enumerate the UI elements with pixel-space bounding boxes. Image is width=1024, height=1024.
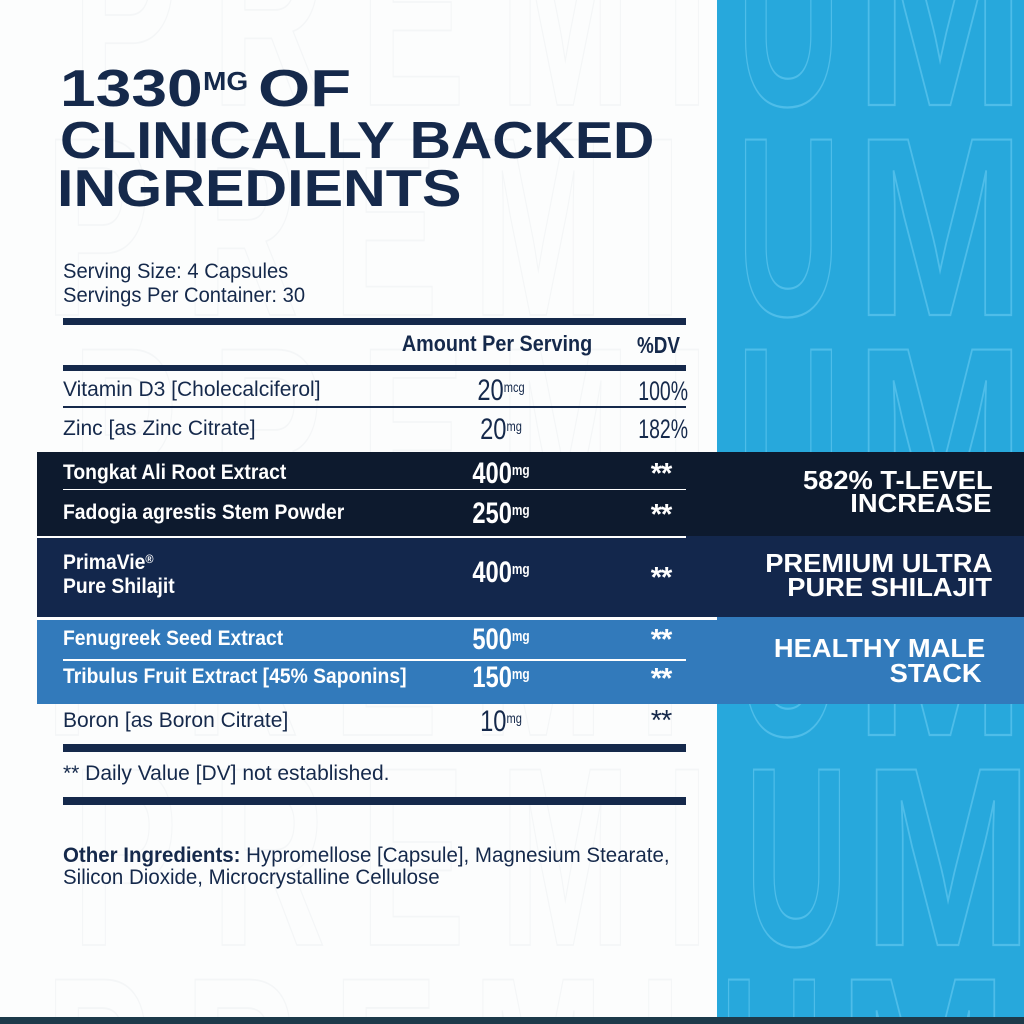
svg-text:M: M	[855, 84, 1024, 369]
svg-text:PREMIUM: PREMIUM	[45, 924, 1024, 1024]
svg-text:U: U	[737, 84, 871, 369]
svg-text:PREMIUM: PREMIUM	[72, 0, 1024, 159]
svg-text:PREMIUM: PREMIUM	[72, 714, 1024, 999]
svg-text:U: U	[745, 714, 879, 999]
svg-text:M: M	[863, 714, 1024, 999]
svg-text:M: M	[855, 0, 1024, 159]
svg-text:M: M	[838, 924, 1024, 1024]
svg-text:U: U	[737, 0, 871, 159]
svg-text:U: U	[720, 924, 854, 1024]
